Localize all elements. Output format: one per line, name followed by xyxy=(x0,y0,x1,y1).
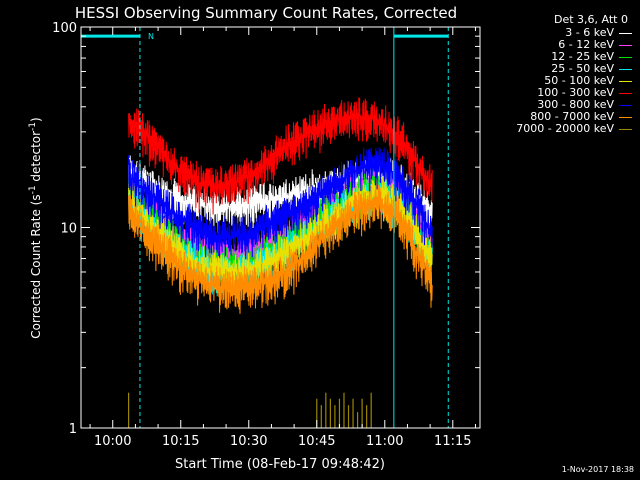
legend-title: Det 3,6, Att 0 xyxy=(554,13,628,26)
x-tick-label: 11:00 xyxy=(366,434,403,449)
legend-label: 3 - 6 keV xyxy=(565,26,614,39)
legend-item-7000-20000-kev: 7000 - 20000 keV xyxy=(488,123,638,135)
x-tick-label: 10:45 xyxy=(298,434,335,449)
legend-item-12-25-kev: 12 - 25 keV xyxy=(488,51,638,63)
legend-item-25-50-kev: 25 - 50 keV xyxy=(488,63,638,75)
legend-label: 100 - 300 keV xyxy=(537,86,614,99)
legend: Det 3,6, Att 0 3 - 6 keV 6 - 12 keV 12 - 2… xyxy=(488,12,638,135)
series-line-300-800-kev xyxy=(128,147,433,260)
legend-rows: 3 - 6 keV 6 - 12 keV 12 - 25 keV 25 - 50 ke… xyxy=(488,27,638,135)
legend-swatch xyxy=(619,69,632,70)
x-tick-label: 10:00 xyxy=(94,434,131,449)
legend-item-800-7000-kev: 800 - 7000 keV xyxy=(488,111,638,123)
y-axis-label-sup: -1 xyxy=(28,185,38,194)
legend-swatch xyxy=(619,45,632,46)
legend-item-6-12-kev: 6 - 12 keV xyxy=(488,39,638,51)
legend-label: 6 - 12 keV xyxy=(558,38,614,51)
y-axis-label-suffix: detector xyxy=(29,131,43,186)
legend-label: 50 - 100 keV xyxy=(544,74,614,87)
y-axis-label-sup2: -1 xyxy=(28,122,38,131)
series-7000-20000-kev xyxy=(128,392,372,428)
legend-swatch xyxy=(619,33,632,34)
x-tick-label: 10:30 xyxy=(230,434,267,449)
y-tick-label: 100 xyxy=(52,21,77,36)
x-tick-label: 10:15 xyxy=(162,434,199,449)
legend-item-50-100-kev: 50 - 100 keV xyxy=(488,75,638,87)
x-tick-label: 11:15 xyxy=(434,434,471,449)
legend-swatch xyxy=(619,57,632,58)
legend-label: 800 - 7000 keV xyxy=(530,110,614,123)
plot-area: N 1 10 100 10:00 10:15 10:30 10:45 11:00 11:15 xyxy=(52,21,481,449)
legend-item-3-6-kev: 3 - 6 keV xyxy=(488,27,638,39)
y-axis-label: Corrected Count Rate (s-1 detector-1) xyxy=(28,117,43,338)
series-line-12-25-kev xyxy=(128,166,433,294)
y-axis-label-main: Corrected Count Rate (s xyxy=(29,194,43,338)
legend-swatch xyxy=(619,117,632,118)
legend-swatch xyxy=(619,81,632,82)
chart-title: HESSI Observing Summary Count Rates, Cor… xyxy=(75,4,457,22)
attenuator-bar-label: N xyxy=(148,32,154,41)
x-axis-label: Start Time (08-Feb-17 09:48:42) xyxy=(175,457,385,472)
series-line-100-300-kev xyxy=(128,97,433,215)
series-line-800-7000-kev xyxy=(128,180,433,314)
legend-label: 12 - 25 keV xyxy=(551,50,614,63)
legend-item-300-800-kev: 300 - 800 keV xyxy=(488,99,638,111)
legend-label: 7000 - 20000 keV xyxy=(516,122,614,135)
y-tick-label: 10 xyxy=(60,222,77,237)
legend-label: 300 - 800 keV xyxy=(537,98,614,111)
legend-label: 25 - 50 keV xyxy=(551,62,614,75)
y-tick-label: 1 xyxy=(69,422,77,437)
footer-date: 1-Nov-2017 18:38 xyxy=(561,465,634,474)
series-line-50-100-kev xyxy=(128,177,433,296)
legend-item-100-300-kev: 100 - 300 keV xyxy=(488,87,638,99)
y-axis-label-end: ) xyxy=(29,117,43,122)
legend-swatch xyxy=(619,129,632,130)
legend-swatch xyxy=(619,105,632,106)
legend-swatch xyxy=(619,93,632,94)
